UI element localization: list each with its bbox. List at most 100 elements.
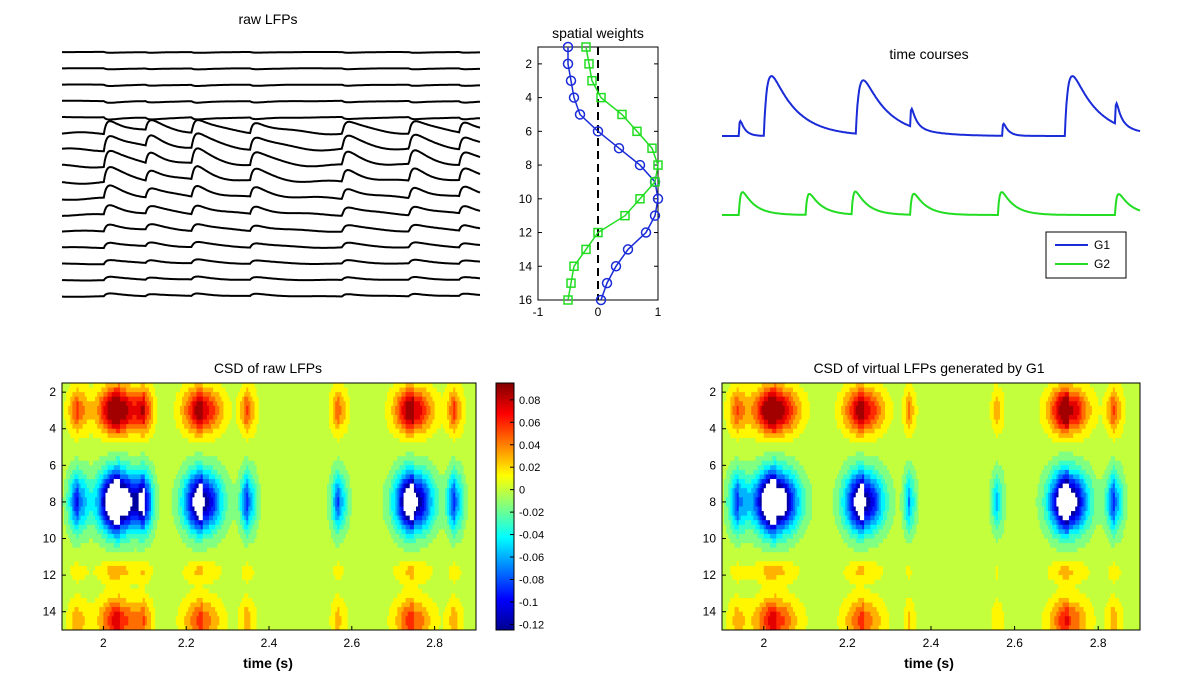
- csd-cell: [326, 392, 330, 398]
- csd-cell: [343, 447, 347, 453]
- csd-cell: [227, 428, 231, 434]
- csd-cell: [399, 401, 403, 407]
- csd-cell: [453, 447, 456, 453]
- csd-cell: [401, 483, 405, 489]
- csd-cell: [250, 488, 254, 494]
- csd-cell: [447, 442, 450, 448]
- csd-cell: [200, 447, 204, 453]
- csd-cell: [192, 437, 196, 444]
- csd-cell: [266, 488, 270, 494]
- csd-cell: [389, 433, 392, 439]
- csd-cell: [175, 451, 179, 457]
- csd-cell: [345, 465, 349, 471]
- csd-cell: [157, 433, 160, 439]
- csd-cell: [97, 437, 100, 444]
- csd-cell: [76, 483, 80, 489]
- csd-cell: [107, 428, 111, 434]
- csd-cell: [86, 479, 90, 485]
- csd-cell: [291, 456, 295, 462]
- csd-cell: [391, 488, 394, 494]
- csd-cell: [351, 415, 355, 421]
- csd-cell: [463, 479, 467, 485]
- csd-cell: [142, 442, 146, 448]
- csd-cell: [322, 396, 326, 402]
- csd-cell: [339, 396, 343, 402]
- csd-cell: [353, 396, 357, 402]
- csd-cell: [382, 419, 386, 425]
- csd-cell: [405, 383, 409, 389]
- csd-cell: [163, 442, 167, 448]
- csd-cell: [415, 419, 419, 425]
- csd-cell: [97, 401, 100, 407]
- csd-cell: [262, 469, 266, 476]
- csd-cell: [200, 460, 204, 466]
- csd-cell: [339, 401, 343, 407]
- csd-cell: [455, 447, 458, 453]
- csd-cell: [163, 447, 167, 453]
- csd-cell: [453, 451, 456, 457]
- csd-cell: [355, 415, 359, 421]
- csd-cell: [461, 451, 465, 457]
- csd-cell: [358, 479, 361, 485]
- csd-cell: [347, 437, 351, 444]
- csd-cell: [279, 488, 283, 494]
- csd-cell: [322, 483, 326, 489]
- csd-cell: [130, 387, 133, 393]
- csd-cell: [314, 469, 318, 476]
- csd-cell: [148, 447, 152, 453]
- csd-cell: [304, 479, 307, 485]
- csd-cell: [444, 415, 448, 421]
- csd-cell: [403, 451, 407, 457]
- csd-cell: [403, 401, 407, 407]
- csd-cell: [76, 401, 80, 407]
- csd-cell: [237, 447, 241, 453]
- csd-cell: [386, 392, 390, 398]
- csd-cell: [374, 387, 378, 393]
- csd-cell: [235, 383, 239, 389]
- csd-cell: [134, 451, 138, 457]
- csd-cell: [258, 488, 262, 494]
- csd-cell: [308, 415, 311, 421]
- csd-cell: [142, 479, 146, 485]
- csd-cell: [401, 387, 405, 393]
- csd-cell: [331, 410, 334, 416]
- csd-cell: [64, 392, 67, 398]
- csd-cell: [182, 415, 185, 421]
- csd-cell: [447, 456, 450, 462]
- csd-cell: [393, 383, 396, 389]
- csd-cell: [368, 456, 372, 462]
- csd-cell: [378, 474, 382, 480]
- csd-cell: [82, 424, 86, 430]
- csd-cell: [198, 442, 202, 448]
- csd-cell: [78, 424, 82, 430]
- csd-cell: [258, 437, 262, 444]
- csd-cell: [331, 456, 334, 462]
- csd-cell: [206, 405, 210, 412]
- csd-cell: [117, 492, 121, 498]
- csd-cell: [82, 387, 86, 393]
- csd-cell: [103, 442, 107, 448]
- csd-cell: [219, 437, 222, 444]
- csd-cell: [78, 437, 82, 444]
- csd-cell: [173, 442, 177, 448]
- csd-cell: [341, 474, 345, 480]
- csd-cell: [177, 492, 181, 498]
- csd-cell: [347, 383, 351, 389]
- csd-cell: [426, 437, 429, 444]
- csd-cell: [273, 405, 276, 412]
- csd-cell: [293, 469, 297, 476]
- csd-cell: [74, 488, 78, 494]
- csd-cell: [225, 424, 229, 430]
- csd-cell: [148, 433, 152, 439]
- csd-cell: [326, 456, 330, 462]
- csd-cell: [459, 488, 463, 494]
- csd-cell: [426, 396, 429, 402]
- csd-cell: [99, 456, 102, 462]
- csd-cell: [469, 433, 473, 439]
- csd-cell: [374, 469, 378, 476]
- csd-cell: [442, 415, 446, 421]
- csd-cell: [192, 428, 196, 434]
- csd-cell: [260, 447, 264, 453]
- csd-cell: [455, 479, 458, 485]
- csd-cell: [335, 442, 338, 448]
